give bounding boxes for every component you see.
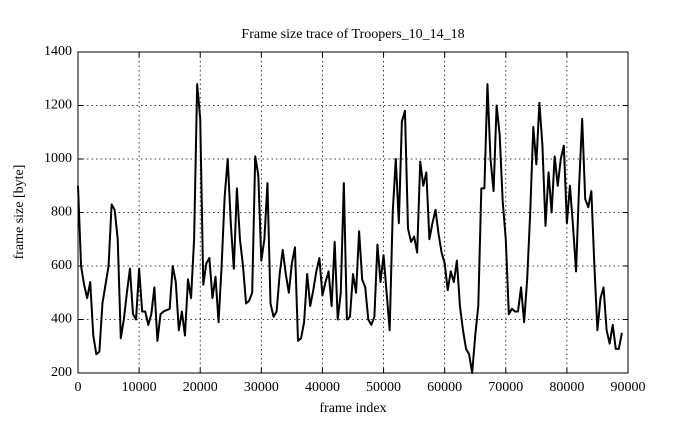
y-axis-label: frame size [byte] — [12, 165, 27, 260]
x-tick-label: 50000 — [366, 380, 401, 395]
x-tick-label: 10000 — [122, 380, 157, 395]
y-tick-label: 1200 — [44, 98, 72, 113]
y-tick-label: 800 — [51, 205, 72, 220]
x-tick-label: 0 — [75, 380, 82, 395]
y-tick-label: 1000 — [44, 151, 72, 166]
x-tick-label: 70000 — [488, 380, 523, 395]
y-tick-label: 600 — [51, 258, 72, 273]
y-tick-label: 200 — [51, 365, 72, 380]
x-axis-label: frame index — [319, 401, 386, 416]
x-tick-label: 90000 — [611, 380, 646, 395]
y-tick-label: 1400 — [44, 44, 72, 59]
x-tick-label: 20000 — [183, 380, 218, 395]
data-line — [77, 83, 623, 374]
x-tick-label: 40000 — [305, 380, 340, 395]
y-tick-label: 400 — [51, 312, 72, 327]
x-tick-label: 30000 — [244, 380, 279, 395]
x-tick-label: 60000 — [427, 380, 462, 395]
plot-frame — [77, 51, 629, 374]
x-tick-label: 80000 — [549, 380, 584, 395]
chart-title: Frame size trace of Troopers_10_14_18 — [241, 27, 464, 42]
